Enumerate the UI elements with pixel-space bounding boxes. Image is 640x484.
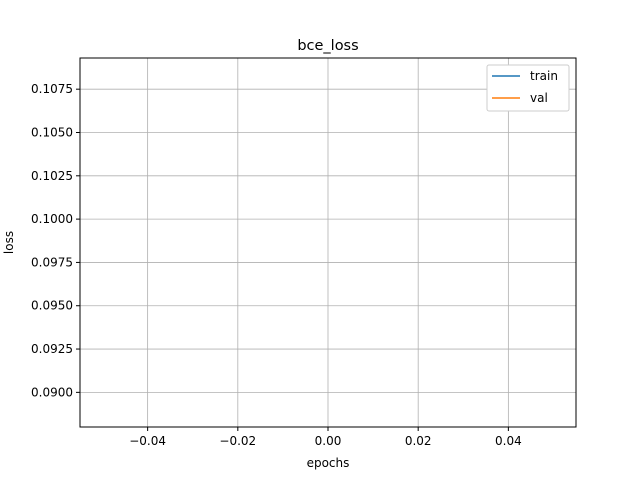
y-tick-label: 0.1050: [31, 125, 73, 139]
grid-layer: [80, 58, 576, 427]
ticks-layer: −0.04 −0.02 0.00 0.02 0.04 0.0900 0.0925 0.0950…: [31, 82, 522, 448]
x-tick-label: −0.02: [219, 434, 256, 448]
y-tick-label: 0.0900: [31, 385, 73, 399]
y-axis-label: loss: [2, 231, 16, 254]
x-tick-label: 0.00: [315, 434, 342, 448]
y-tick-label: 0.1000: [31, 212, 73, 226]
x-axis-label: epochs: [307, 456, 350, 470]
x-tick-label: 0.02: [405, 434, 432, 448]
y-tick-label: 0.1075: [31, 82, 73, 96]
y-tick-label: 0.1025: [31, 169, 73, 183]
chart-title: bce_loss: [297, 38, 358, 54]
y-tick-label: 0.0975: [31, 255, 73, 269]
x-tick-label: 0.04: [495, 434, 522, 448]
y-tick-label: 0.0925: [31, 342, 73, 356]
legend-label-train: train: [530, 69, 558, 83]
legend: train val: [486, 64, 570, 112]
x-tick-label: −0.04: [129, 434, 166, 448]
legend-label-val: val: [530, 91, 548, 105]
y-tick-label: 0.0950: [31, 299, 73, 313]
